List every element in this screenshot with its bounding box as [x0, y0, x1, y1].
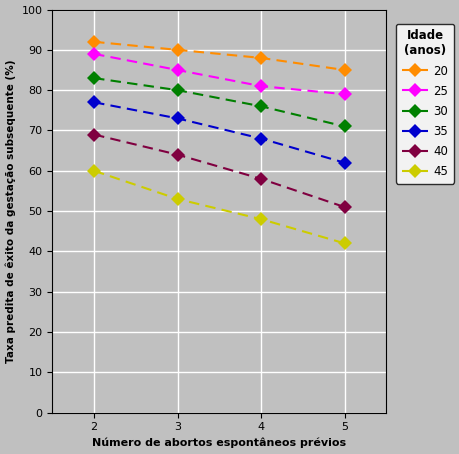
35: [341, 160, 347, 165]
X-axis label: Número de abortos espontâneos prévios: Número de abortos espontâneos prévios: [92, 438, 346, 449]
35: [91, 99, 97, 105]
25: [174, 67, 180, 73]
45: [341, 241, 347, 246]
Line: 20: 20: [89, 37, 349, 75]
40: [258, 176, 263, 182]
30: [174, 88, 180, 93]
Legend: 20, 25, 30, 35, 40, 45: 20, 25, 30, 35, 40, 45: [395, 24, 453, 184]
45: [258, 217, 263, 222]
20: [341, 67, 347, 73]
35: [258, 136, 263, 141]
45: [174, 196, 180, 202]
40: [91, 132, 97, 137]
40: [174, 152, 180, 158]
Line: 45: 45: [89, 166, 349, 248]
25: [341, 92, 347, 97]
30: [341, 124, 347, 129]
Line: 40: 40: [89, 130, 349, 212]
Line: 35: 35: [89, 98, 349, 168]
20: [91, 39, 97, 44]
20: [258, 55, 263, 61]
35: [174, 116, 180, 121]
20: [174, 47, 180, 53]
40: [341, 204, 347, 210]
Line: 30: 30: [89, 73, 349, 131]
25: [91, 51, 97, 57]
Y-axis label: Taxa predita de êxito da gestação subsequente (%): Taxa predita de êxito da gestação subseq…: [6, 59, 16, 363]
30: [258, 104, 263, 109]
25: [258, 84, 263, 89]
30: [91, 75, 97, 81]
45: [91, 168, 97, 173]
Line: 25: 25: [89, 49, 349, 99]
